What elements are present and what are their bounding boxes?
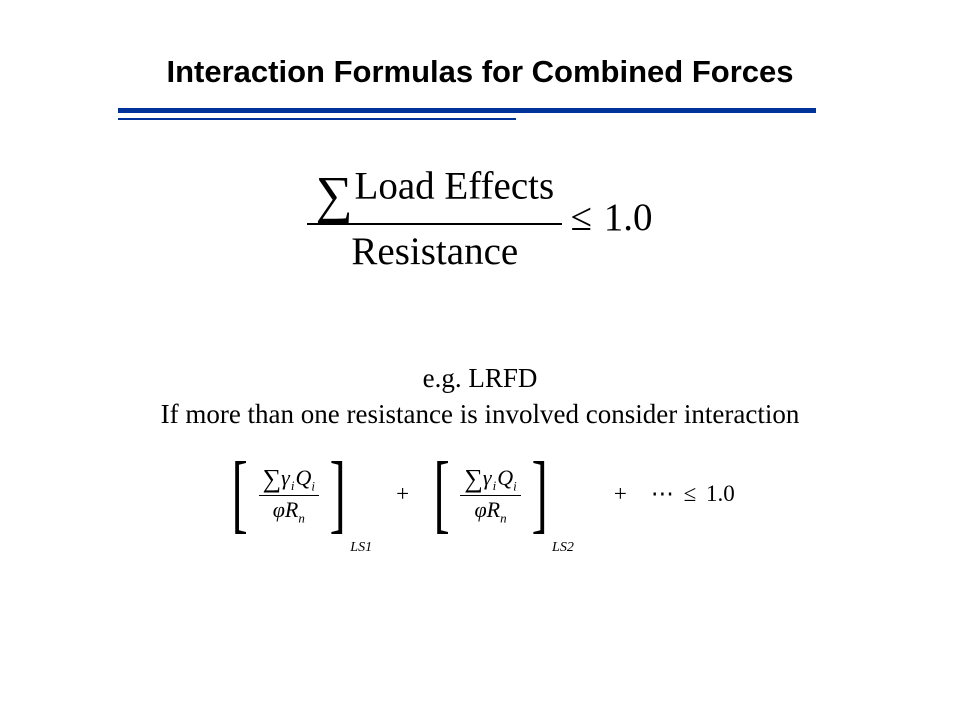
r-symbol: R — [285, 497, 298, 522]
rule-line-bottom — [118, 118, 516, 120]
page-title: Interaction Formulas for Combined Forces — [0, 54, 960, 90]
leq-symbol: ≤ — [684, 481, 697, 506]
term2-subscript: LS2 — [552, 540, 574, 556]
rule-line-top — [118, 108, 816, 113]
gamma-sub: i — [493, 478, 497, 493]
term-ls1: [ ∑γiQi φRn ] LS1 — [225, 460, 378, 528]
term2-numerator: ∑γiQi — [460, 462, 520, 494]
tail-value: 1.0 — [706, 481, 735, 506]
term2-bar — [460, 495, 520, 496]
term-ls2: [ ∑γiQi φRn ] LS2 — [427, 460, 580, 528]
sigma-icon: ∑ — [263, 464, 282, 493]
right-bracket-icon: ] — [330, 460, 346, 528]
plus-1: + — [396, 481, 409, 507]
q-sub: i — [513, 478, 517, 493]
term1-bar — [259, 495, 319, 496]
title-underline — [118, 108, 816, 120]
slide: Interaction Formulas for Combined Forces… — [0, 0, 960, 720]
term2-denominator: φRn — [460, 497, 520, 526]
left-bracket-icon: [ — [232, 460, 248, 528]
r-sub: n — [298, 510, 305, 525]
body-line-1: e.g. LRFD — [423, 363, 538, 393]
formula-interaction: [ ∑γiQi φRn ] LS1 + [ ∑γiQi — [0, 460, 960, 528]
main-numerator-text: Load Effects — [355, 164, 555, 207]
left-bracket-icon: [ — [434, 460, 450, 528]
q-symbol: Q — [497, 465, 513, 490]
phi-symbol: φ — [273, 497, 285, 522]
term1-subscript: LS1 — [350, 540, 372, 556]
r-sub: n — [500, 510, 507, 525]
r-symbol: R — [487, 497, 500, 522]
term2-fraction: ∑γiQi φRn — [460, 462, 520, 527]
main-numerator: ∑Load Effects — [307, 158, 562, 221]
q-sub: i — [311, 478, 315, 493]
plus-2: + — [614, 481, 627, 507]
body-line-2: If more than one resistance is involved … — [161, 399, 800, 429]
leq-symbol: ≤ — [571, 196, 592, 239]
term1-fraction: ∑γiQi φRn — [259, 462, 319, 527]
sigma-icon: ∑ — [315, 166, 352, 225]
phi-symbol: φ — [474, 497, 486, 522]
main-denominator: Resistance — [307, 227, 562, 276]
formula-main: ∑Load Effects Resistance ≤ 1.0 — [0, 158, 960, 276]
q-symbol: Q — [295, 465, 311, 490]
gamma-sub: i — [291, 478, 295, 493]
gamma-symbol: γ — [281, 465, 290, 490]
term1-numerator: ∑γiQi — [259, 462, 319, 494]
ellipsis: ⋯ — [651, 481, 674, 506]
formula-tail: ⋯ ≤ 1.0 — [651, 481, 735, 507]
right-bracket-icon: ] — [531, 460, 547, 528]
main-fraction: ∑Load Effects Resistance — [307, 158, 562, 276]
gamma-symbol: γ — [483, 465, 492, 490]
main-rhs: ≤ 1.0 — [571, 195, 653, 240]
main-rhs-value: 1.0 — [604, 196, 653, 239]
term1-denominator: φRn — [259, 497, 319, 526]
body-text: e.g. LRFD If more than one resistance is… — [0, 360, 960, 433]
sigma-icon: ∑ — [464, 464, 483, 493]
